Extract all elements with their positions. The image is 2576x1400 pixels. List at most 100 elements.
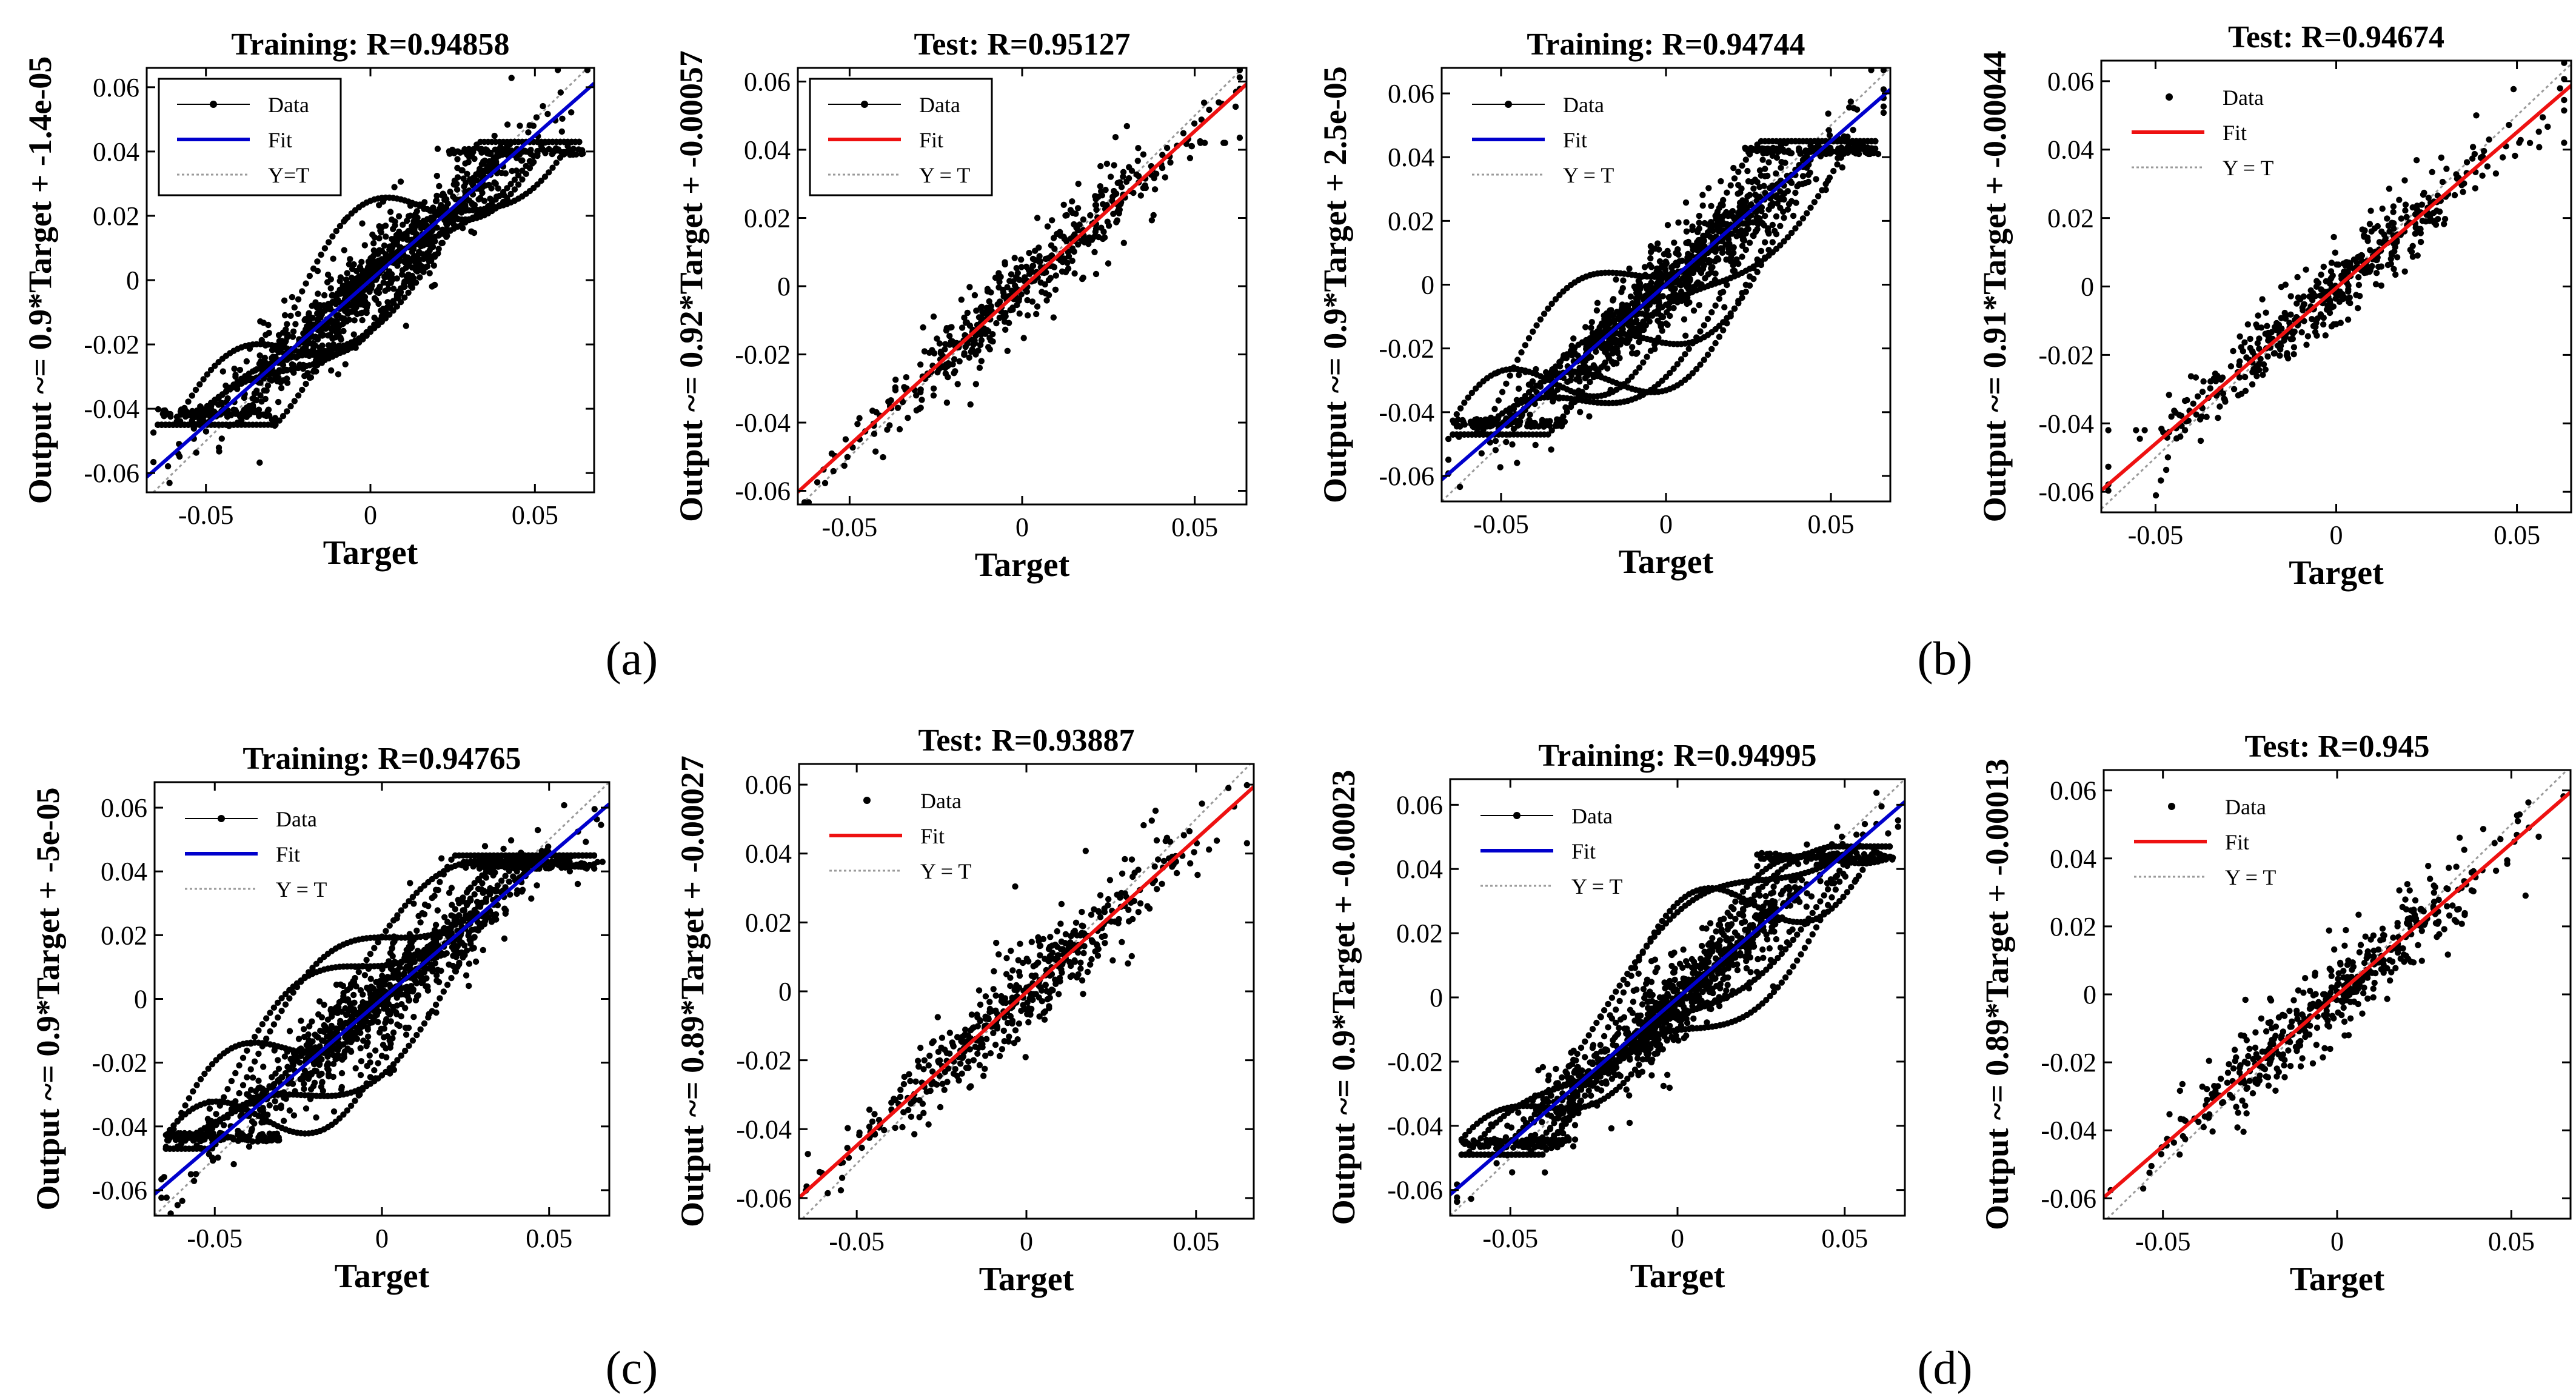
- data-point: [1708, 203, 1715, 209]
- data-point: [504, 149, 511, 155]
- data-point: [557, 89, 564, 96]
- data-point: [985, 344, 992, 350]
- data-point: [1000, 293, 1007, 300]
- data-point: [333, 329, 340, 335]
- data-point: [1097, 183, 1104, 190]
- data-point: [1594, 300, 1601, 306]
- data-point: [360, 293, 367, 301]
- data-point: [1788, 229, 1795, 236]
- data-point: [1107, 173, 1114, 180]
- data-point: [1696, 212, 1702, 219]
- data-point: [1043, 297, 1050, 304]
- y-tick-label: 0: [2081, 272, 2094, 302]
- data-point: [2430, 209, 2437, 216]
- legend-label: Y = T: [919, 163, 970, 187]
- data-point: [1564, 408, 1570, 415]
- data-point: [2342, 263, 2349, 269]
- data-point: [2262, 366, 2269, 373]
- data-point: [343, 276, 350, 283]
- data-point: [343, 1011, 350, 1019]
- data-point: [1632, 369, 1639, 376]
- data-point: [1704, 315, 1711, 323]
- data-point: [2401, 268, 2408, 275]
- data-point: [1724, 189, 1730, 196]
- data-point: [2317, 292, 2324, 299]
- data-point: [2286, 320, 2293, 326]
- data-point: [1716, 204, 1723, 212]
- x-axis-label: Target: [975, 546, 1070, 584]
- data-point: [236, 366, 244, 373]
- data-point: [1777, 223, 1784, 229]
- data-point: [300, 1026, 307, 1033]
- data-point: [1674, 361, 1681, 367]
- data-point: [291, 398, 298, 404]
- data-point: [389, 236, 395, 243]
- data-point: [1712, 212, 1719, 219]
- data-point: [2426, 212, 2432, 219]
- data-point: [1587, 353, 1594, 361]
- data-point: [504, 195, 510, 201]
- data-point: [436, 183, 443, 190]
- data-point: [554, 68, 561, 73]
- data-point: [1693, 334, 1700, 341]
- data-point: [2413, 157, 2420, 164]
- data-point: [1765, 206, 1772, 213]
- data-point: [1014, 270, 1022, 276]
- data-point: [309, 303, 315, 309]
- data-point: [301, 1080, 307, 1087]
- data-point: [421, 199, 428, 206]
- data-point: [1135, 145, 1142, 152]
- data-point: [1507, 372, 1513, 379]
- data-point: [1850, 127, 1856, 133]
- data-point: [1480, 423, 1487, 429]
- data-point: [1445, 457, 1452, 463]
- data-point: [409, 264, 416, 271]
- data-point: [2207, 378, 2214, 385]
- data-point: [1541, 310, 1548, 317]
- data-point: [1236, 135, 1243, 141]
- data-point: [211, 408, 218, 415]
- data-point: [1468, 420, 1474, 427]
- data-point: [405, 289, 412, 296]
- data-point: [196, 409, 203, 415]
- data-point: [1033, 310, 1040, 318]
- data-point: [361, 242, 368, 249]
- data-point: [2386, 186, 2393, 192]
- data-point: [1197, 139, 1204, 146]
- data-point: [2561, 107, 2568, 114]
- data-point: [1748, 178, 1755, 186]
- data-point: [1114, 179, 1121, 186]
- data-point: [303, 380, 309, 387]
- legend-label: Fit: [919, 128, 943, 152]
- data-point: [359, 220, 366, 227]
- data-point: [1758, 219, 1765, 226]
- data-point: [1627, 307, 1633, 314]
- legend-label: Data: [2223, 85, 2264, 110]
- data-point: [261, 355, 269, 361]
- data-point: [1773, 213, 1780, 220]
- data-point: [1151, 175, 1157, 181]
- data-point: [892, 384, 899, 391]
- data-point: [1162, 174, 1169, 181]
- data-point: [2484, 163, 2491, 170]
- data-point: [896, 426, 903, 433]
- data-point: [417, 274, 423, 281]
- data-point: [1655, 298, 1662, 304]
- data-point: [1653, 268, 1660, 275]
- data-point: [2313, 283, 2320, 290]
- data-point: [1746, 273, 1753, 280]
- data-point: [420, 255, 427, 263]
- legend-label: Fit: [2223, 121, 2247, 145]
- data-point: [2333, 321, 2340, 327]
- data-point: [1659, 327, 1665, 334]
- data-point: [378, 315, 385, 321]
- data-point: [1552, 296, 1559, 303]
- data-point: [1813, 176, 1819, 183]
- data-point: [2220, 390, 2227, 397]
- data-point: [1632, 286, 1639, 292]
- data-point: [961, 314, 968, 321]
- data-point: [525, 129, 532, 136]
- data-point: [801, 499, 808, 504]
- chart-title: Test: R=0.95127: [914, 27, 1130, 62]
